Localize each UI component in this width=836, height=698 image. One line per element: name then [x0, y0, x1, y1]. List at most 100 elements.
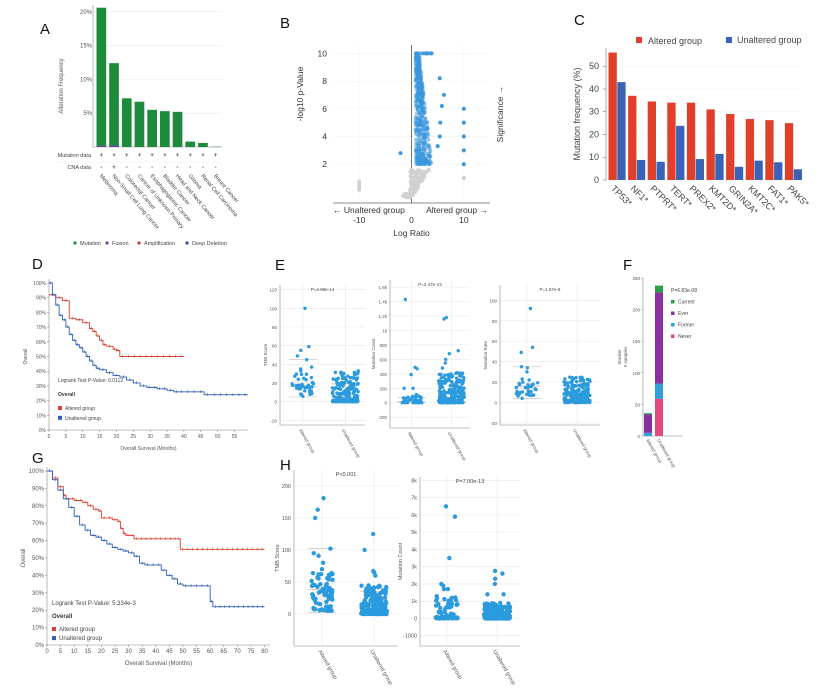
point-unaltered	[489, 612, 494, 618]
censor-mark: +	[152, 563, 155, 569]
y-tick-label: 0	[494, 401, 497, 406]
y-tick-label: 2	[322, 159, 327, 169]
censor-mark: +	[94, 507, 97, 513]
bar-altered-group	[608, 52, 617, 180]
bar-unaltered-group	[676, 125, 685, 180]
x-tick-label: 5	[64, 434, 67, 440]
point-unaltered	[440, 381, 444, 386]
right-label: Significance →	[495, 86, 505, 143]
point-altered-outlier	[519, 350, 523, 355]
point-unaltered	[460, 371, 465, 375]
x-tick-label: 35	[139, 649, 146, 655]
y-axis-label: Overall	[23, 349, 29, 365]
x-tick-label: TP53*	[609, 183, 634, 208]
point-sig	[420, 114, 425, 119]
point-unaltered	[586, 382, 590, 386]
cna-data-mark: -	[164, 165, 166, 171]
point-altered	[406, 395, 410, 399]
point-unaltered	[336, 381, 341, 386]
bar-9	[198, 142, 208, 147]
y-tick-label: 90%	[36, 296, 47, 302]
point-altered	[309, 375, 314, 380]
point-sig	[425, 120, 430, 125]
bar-unaltered-group	[715, 153, 724, 180]
point-altered-outlier	[415, 367, 419, 371]
censor-mark: +	[86, 528, 89, 534]
point-unaltered	[582, 400, 587, 405]
point-unaltered	[347, 380, 351, 385]
point-altered	[330, 589, 335, 595]
point-unaltered	[380, 588, 386, 593]
point-altered-outlier	[316, 553, 321, 558]
y-tick-label: 30	[589, 107, 599, 117]
point-unaltered	[448, 390, 453, 394]
y-tick-label: 40%	[36, 369, 47, 375]
point-sig	[414, 130, 419, 135]
censor-mark: +	[251, 604, 254, 610]
y-tick-label: -20	[270, 418, 277, 423]
legend-swatch-ever	[671, 311, 675, 315]
panel-a-alteration-frequency-chart: A5%10%15%20%Alteration Frequency+-Melano…	[40, 5, 239, 247]
point-altered-outlier	[525, 370, 529, 374]
censor-mark: +	[115, 373, 118, 379]
point-unaltered-outlier	[500, 571, 505, 576]
censor-mark: +	[64, 298, 67, 304]
bar-unaltered-group	[656, 161, 665, 180]
point-altered	[521, 380, 525, 384]
y-tick-label: 70%	[36, 325, 47, 331]
legend-dot-amplification	[137, 241, 141, 245]
censor-mark: +	[70, 505, 73, 511]
point-unaltered	[453, 384, 457, 389]
censor-mark: +	[75, 498, 78, 504]
censor-mark: +	[241, 547, 244, 553]
bar-unaltered-group	[793, 169, 802, 180]
point-unaltered	[462, 395, 467, 399]
point-outlier	[437, 76, 442, 81]
point-altered	[455, 602, 460, 607]
point-altered	[330, 597, 335, 602]
panel-label-a: A	[40, 21, 50, 38]
point-unaltered	[438, 385, 442, 389]
point-unaltered	[574, 384, 578, 388]
censor-mark: +	[186, 389, 189, 395]
point-nonsig	[413, 180, 418, 185]
y-axis-label: Smoker	[617, 349, 622, 365]
point-altered	[410, 394, 415, 399]
point-unaltered	[355, 399, 360, 403]
censor-mark: +	[233, 604, 236, 610]
p-value-label: P=6.83e-08	[671, 288, 697, 294]
point-unaltered	[495, 615, 500, 620]
point-altered	[526, 383, 530, 387]
point-unaltered	[565, 389, 569, 393]
point-sig	[415, 127, 420, 132]
point-sig	[416, 98, 421, 103]
point-unaltered-outlier	[440, 366, 445, 370]
y-tick-label: 20	[589, 129, 599, 139]
point-altered	[527, 393, 532, 397]
censor-mark: +	[93, 329, 96, 335]
x-tick-label: 55	[232, 434, 238, 440]
point-altered	[535, 381, 540, 385]
point-sig	[418, 104, 423, 109]
point-unaltered-outlier	[373, 573, 378, 578]
censor-mark: +	[225, 392, 228, 398]
censor-mark: +	[53, 292, 56, 298]
point-unaltered	[583, 393, 587, 397]
censor-mark: +	[145, 536, 148, 542]
bar-altered-group	[686, 102, 696, 180]
censor-mark: +	[159, 536, 162, 542]
point-altered	[518, 390, 522, 395]
censor-mark: +	[196, 547, 199, 553]
stack-ever	[644, 414, 652, 433]
censor-mark: +	[126, 533, 129, 539]
x-tick-label: 70	[234, 649, 241, 655]
censor-mark: +	[261, 547, 264, 553]
censor-mark: +	[223, 604, 226, 610]
point-altered-outlier	[403, 297, 408, 302]
cna-data-mark: -	[215, 165, 217, 171]
point-altered	[527, 378, 531, 382]
point-nonsig	[413, 177, 418, 182]
point-unaltered	[455, 400, 460, 404]
y-tick-label: 60%	[32, 539, 45, 545]
censor-mark: +	[133, 354, 136, 360]
